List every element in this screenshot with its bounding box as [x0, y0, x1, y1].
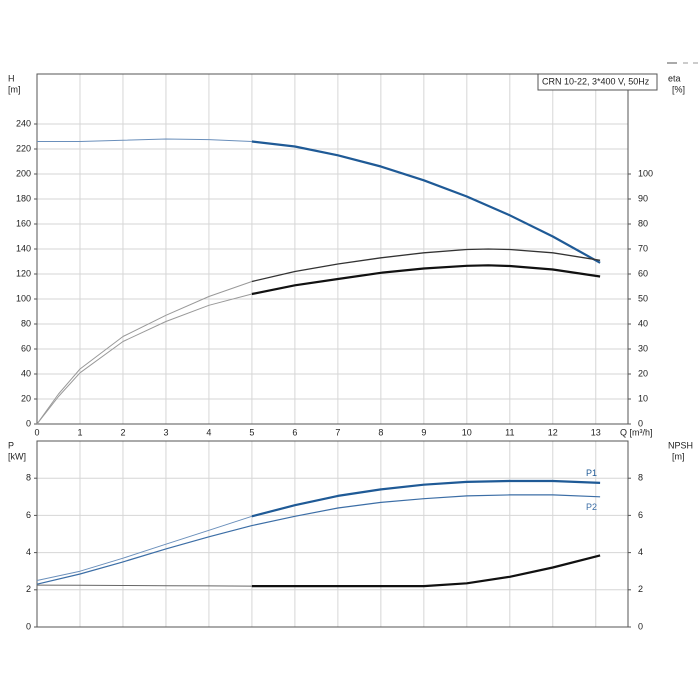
y-tick-label: 2 [26, 584, 31, 594]
y2-tick-label: 0 [638, 418, 643, 428]
curve [251, 554, 601, 588]
curve-label: P1 [586, 468, 597, 478]
y2-tick-label: 60 [638, 268, 648, 278]
y-tick-label: 4 [26, 547, 31, 557]
x-tick-label: 5 [249, 427, 254, 437]
y-tick-label: 20 [21, 393, 31, 403]
x-tick-label: 6 [292, 427, 297, 437]
curve [36, 281, 253, 425]
x-tick-label: 3 [163, 427, 168, 437]
y2-tick-label: 100 [638, 168, 653, 178]
y-tick-label: 40 [21, 368, 31, 378]
y-axis-label: H [8, 73, 15, 83]
y-tick-label: 140 [16, 243, 31, 253]
curve [36, 494, 601, 585]
y-tick-label: 240 [16, 118, 31, 128]
y2-axis-unit: [m] [672, 451, 685, 461]
y-tick-label: 180 [16, 193, 31, 203]
y-tick-label: 220 [16, 143, 31, 153]
curve-label: P2 [586, 502, 597, 512]
x-tick-label: 11 [505, 427, 514, 437]
y2-tick-label: 80 [638, 218, 648, 228]
y-tick-label: 100 [16, 293, 31, 303]
x-tick-label: 4 [206, 427, 211, 437]
curve [251, 248, 601, 283]
y2-axis-label: NPSH [668, 440, 693, 450]
y2-tick-label: 0 [638, 621, 643, 631]
y-tick-label: 6 [26, 510, 31, 520]
y-axis-label: P [8, 440, 14, 450]
x-tick-label: 10 [462, 427, 472, 437]
x-tick-label: 2 [120, 427, 125, 437]
y2-axis-label: eta [668, 73, 681, 83]
y2-tick-label: 8 [638, 473, 643, 483]
y2-tick-label: 10 [638, 393, 648, 403]
y-axis-unit: [m] [8, 84, 21, 94]
curve [251, 479, 601, 518]
x-tick-label: 12 [548, 427, 558, 437]
y-tick-label: 160 [16, 218, 31, 228]
y2-tick-label: 30 [638, 343, 648, 353]
y-tick-label: 8 [26, 473, 31, 483]
title-box [537, 73, 658, 91]
chart-title: CRN 10-22, 3*400 V, 50Hz [542, 76, 650, 86]
x-tick-label: 8 [378, 427, 383, 437]
y-tick-label: 0 [26, 418, 31, 428]
y-axis-unit: [kW] [8, 451, 26, 461]
y-tick-label: 200 [16, 168, 31, 178]
y2-tick-label: 2 [638, 584, 643, 594]
y2-tick-label: 20 [638, 368, 648, 378]
x-tick-label: 9 [421, 427, 426, 437]
y2-tick-label: 4 [638, 547, 643, 557]
x-tick-label: 0 [34, 427, 39, 437]
y-tick-label: 120 [16, 268, 31, 278]
y-tick-label: 60 [21, 343, 31, 353]
x-tick-label: 7 [335, 427, 340, 437]
curve [36, 584, 252, 587]
y2-tick-label: 6 [638, 510, 643, 520]
curve [36, 293, 253, 425]
plot-frame [36, 440, 629, 628]
curve [251, 140, 601, 264]
y2-tick-label: 70 [638, 243, 648, 253]
x-axis-label: Q [m³/h] [620, 427, 653, 437]
y2-axis-unit: [%] [672, 84, 685, 94]
curve [36, 515, 253, 581]
y-tick-label: 80 [21, 318, 31, 328]
y2-tick-label: 90 [638, 193, 648, 203]
curve [251, 264, 601, 296]
y-tick-label: 0 [26, 621, 31, 631]
curve [37, 138, 252, 142]
y2-tick-label: 50 [638, 293, 648, 303]
y2-tick-label: 40 [638, 318, 648, 328]
x-tick-label: 13 [591, 427, 601, 437]
x-tick-label: 1 [77, 427, 82, 437]
